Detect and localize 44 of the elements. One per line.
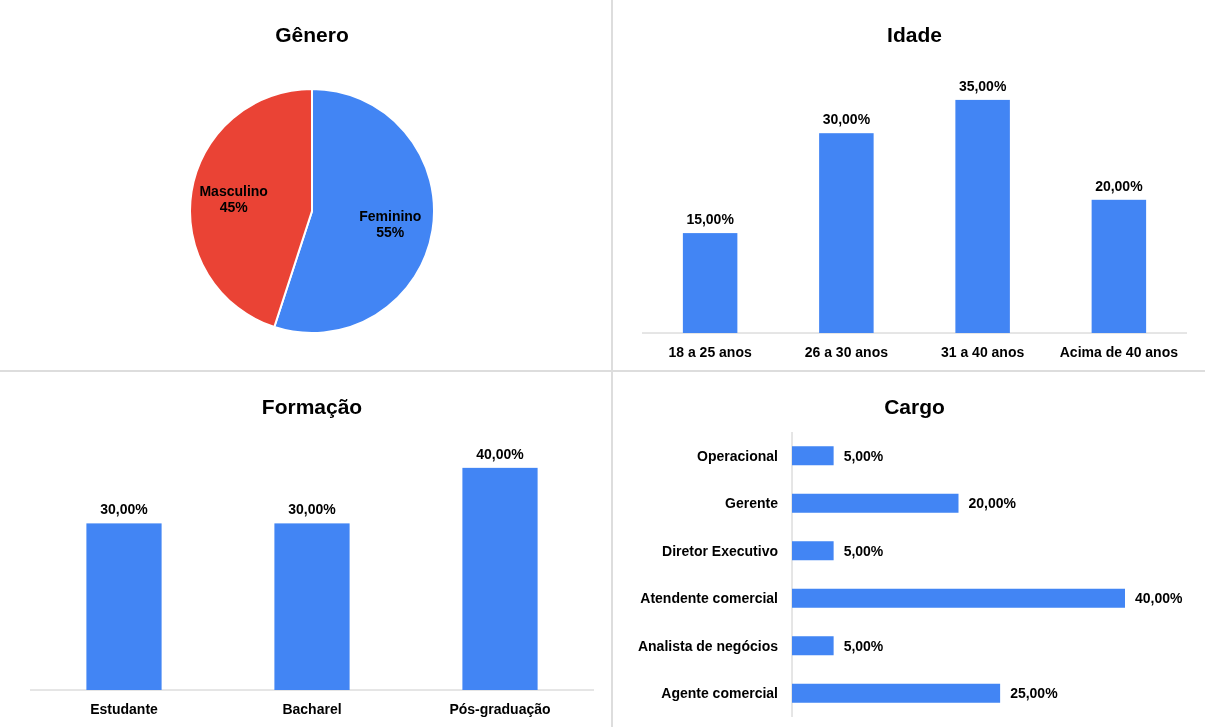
- data-label: 20,00%: [1095, 177, 1144, 194]
- data-label: 20,00%: [968, 495, 1017, 512]
- bar: [819, 133, 874, 333]
- data-label: 5,00%: [843, 447, 884, 464]
- x-tick-label: Bacharel: [282, 701, 342, 717]
- bar: [792, 588, 1125, 608]
- bar: [1091, 199, 1147, 333]
- bar: [682, 233, 738, 333]
- data-label: 25,00%: [1010, 685, 1059, 702]
- data-label: 40,00%: [476, 445, 525, 462]
- x-tick-label: Acima de 40 anos: [1059, 344, 1179, 360]
- y-tick-label: Agente comercial: [661, 685, 778, 702]
- bar: [955, 99, 1010, 333]
- y-tick-label: Gerente: [725, 495, 779, 512]
- bar: [792, 446, 834, 466]
- data-label: 5,00%: [843, 637, 884, 654]
- data-label: 55%: [376, 223, 405, 240]
- data-label: 45%: [219, 198, 249, 215]
- y-tick-label: Atendente comercial: [640, 590, 778, 607]
- bar: [792, 683, 1001, 703]
- y-tick-label: Operacional: [697, 447, 778, 464]
- bar: [792, 541, 834, 561]
- bar: [792, 636, 834, 656]
- data-label: 30,00%: [822, 111, 871, 128]
- x-tick-label: Estudante: [90, 701, 159, 717]
- chart-title: Idade: [887, 23, 942, 46]
- data-label: 35,00%: [958, 77, 1007, 94]
- data-label: 5,00%: [843, 542, 884, 559]
- x-tick-label: 31 a 40 anos: [940, 344, 1025, 360]
- data-label: 30,00%: [288, 501, 337, 518]
- slice-label: Feminino: [359, 207, 422, 224]
- slice-label: Masculino: [199, 182, 268, 199]
- chart-title: Cargo: [884, 395, 945, 418]
- data-label: 40,00%: [1135, 590, 1184, 607]
- x-tick-label: 26 a 30 anos: [804, 344, 889, 360]
- data-label: 30,00%: [100, 501, 149, 518]
- x-tick-label: Pós-graduação: [449, 701, 551, 717]
- x-tick-label: 18 a 25 anos: [668, 344, 752, 360]
- bar: [792, 493, 959, 513]
- chart-title: Gênero: [275, 23, 349, 46]
- data-label: 15,00%: [686, 211, 735, 228]
- y-tick-label: Diretor Executivo: [662, 542, 778, 559]
- chart-title: Formação: [261, 395, 363, 418]
- y-tick-label: Analista de negócios: [637, 637, 779, 654]
